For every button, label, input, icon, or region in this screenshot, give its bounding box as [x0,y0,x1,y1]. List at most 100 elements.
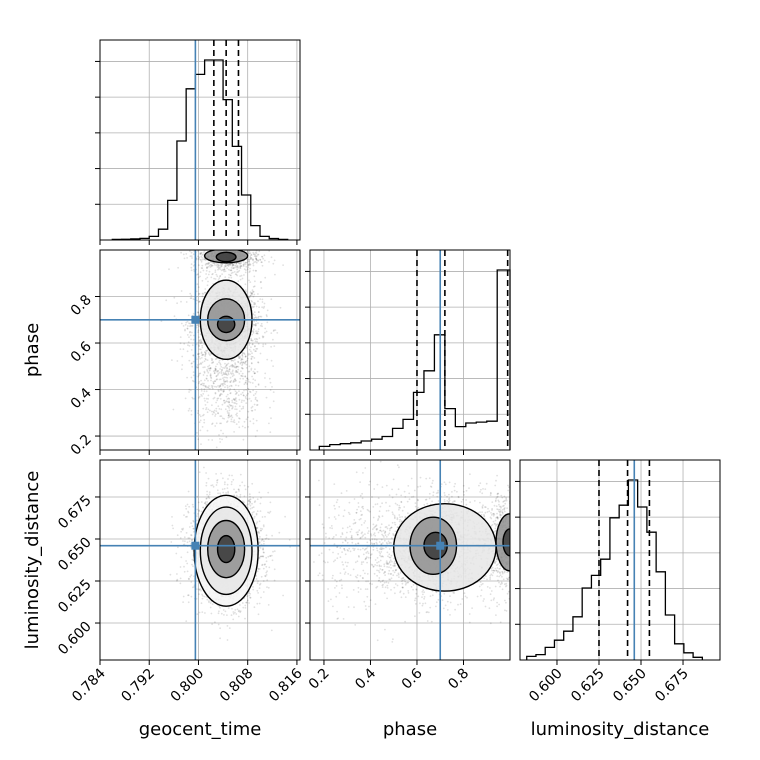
sample-point [248,365,251,368]
sample-point [234,371,237,373]
sample-point [243,353,246,356]
sample-point [197,412,199,415]
sample-point [253,357,256,359]
sample-point [274,273,276,276]
sample-point [262,547,264,549]
sample-point [262,525,265,528]
sample-point [191,396,194,399]
sample-point [224,265,226,267]
sample-point [218,434,220,436]
sample-point [251,258,254,261]
sample-point [183,342,186,345]
sample-point [246,595,249,598]
sample-point [227,414,230,417]
sample-point [227,478,229,480]
sample-point [229,381,232,383]
sample-point [253,305,256,308]
sample-point [256,521,259,523]
sample-point [245,397,247,400]
sample-point [258,602,261,605]
sample-point [205,247,207,249]
sample-point [234,408,237,410]
sample-point [199,357,202,360]
sample-point [245,394,248,397]
sample-point [213,262,216,265]
sample-point [260,261,263,264]
sample-point [186,327,189,330]
sample-point [226,487,229,489]
density-geocent_time-phase [100,243,300,450]
sample-point [189,389,192,392]
sample-point [251,511,254,514]
sample-point [207,247,209,249]
sample-point [260,287,263,289]
sample-point [198,471,201,474]
sample-point [237,360,239,363]
sample-point [220,265,223,267]
sample-point [254,409,256,411]
sample-point [189,250,191,253]
sample-point [207,495,210,498]
sample-point [238,357,241,359]
sample-point [207,273,210,276]
sample-point [226,243,228,245]
sample-point [224,265,227,267]
sample-point [215,401,218,404]
sample-point [214,271,217,273]
sample-point [228,413,230,416]
sample-point [243,389,245,392]
sample-point [224,270,227,273]
sample-point [270,298,273,301]
sample-point [261,516,264,518]
sample-point [226,367,229,370]
sample-point [252,251,255,254]
sample-point [217,612,220,615]
sample-point [192,374,195,377]
sample-point [185,560,188,562]
sample-point [192,520,195,523]
sample-point [254,372,256,375]
sample-point [262,345,264,348]
sample-point [251,405,254,408]
sample-point [200,267,203,269]
sample-point [253,324,256,326]
sample-point [251,330,254,332]
sample-point [192,338,195,341]
sample-point [187,325,189,327]
sample-point [191,586,194,589]
sample-point [218,266,221,269]
sample-point [238,398,241,401]
sample-point [252,290,255,293]
sample-point [228,407,231,409]
sample-point [201,353,204,356]
sample-point [199,415,202,418]
sample-point [221,438,224,441]
sample-point [208,364,211,367]
sample-point [201,346,204,349]
sample-point [247,264,250,266]
sample-point [219,394,222,397]
sample-point [211,273,214,276]
sample-point [224,243,226,245]
sample-point [214,385,216,388]
sample-point [184,244,186,246]
sample-point [247,370,250,373]
sample-point [254,385,257,388]
sample-point [226,412,229,414]
sample-point [200,363,203,365]
sample-point [239,266,242,269]
sample-point [188,359,191,362]
sample-point [245,367,248,369]
sample-point [188,336,190,338]
sample-point [229,392,232,395]
sample-point [253,501,256,504]
sample-point [248,252,251,255]
sample-point [229,269,232,272]
sample-point [272,262,275,265]
sample-point [225,365,228,367]
sample-point [218,605,221,608]
sample-point [235,371,238,374]
sample-point [262,524,265,526]
sample-point [181,368,183,371]
sample-point [201,597,204,600]
